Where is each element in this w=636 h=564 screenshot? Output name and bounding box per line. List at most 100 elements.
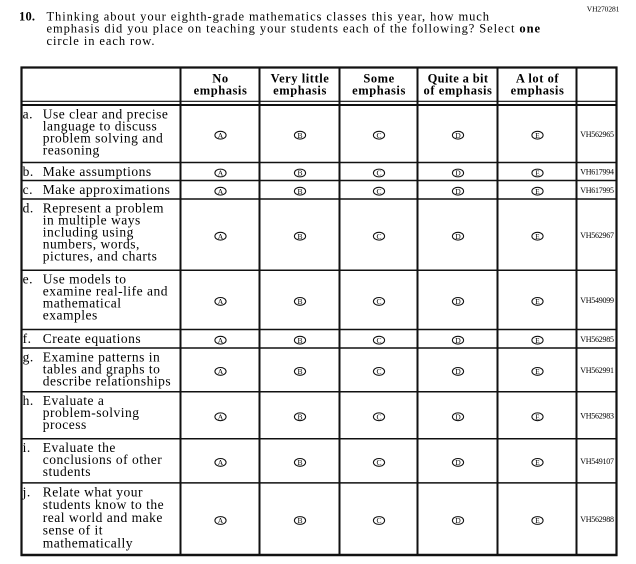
svg-text:Thinking about your eighth-gra: Thinking about your eighth-grade mathema… — [47, 9, 490, 23]
svg-text:emphasis: emphasis — [194, 84, 248, 98]
svg-text:Create equations: Create equations — [43, 331, 141, 346]
svg-text:emphasis: emphasis — [352, 84, 406, 98]
svg-text:j.: j. — [22, 484, 31, 499]
svg-text:VH549099: VH549099 — [580, 296, 614, 305]
svg-text:C: C — [376, 232, 381, 241]
svg-text:VH617994: VH617994 — [580, 168, 614, 177]
svg-text:A: A — [218, 367, 224, 376]
svg-text:examine real-life and: examine real-life and — [43, 284, 168, 299]
svg-text:E: E — [535, 232, 540, 241]
svg-text:A: A — [218, 458, 224, 467]
svg-text:D: D — [455, 187, 461, 196]
svg-text:B: B — [297, 412, 302, 421]
svg-text:B: B — [297, 131, 302, 140]
svg-text:Use models to: Use models to — [43, 272, 127, 287]
svg-text:VH562967: VH562967 — [580, 231, 614, 240]
svg-text:problem-solving: problem-solving — [43, 405, 140, 420]
svg-text:b.: b. — [23, 164, 34, 179]
svg-text:C: C — [376, 131, 381, 140]
svg-text:A: A — [218, 232, 224, 241]
svg-text:Evaluate a: Evaluate a — [43, 393, 105, 408]
svg-text:E: E — [535, 412, 540, 421]
svg-text:D: D — [455, 367, 461, 376]
svg-text:C: C — [376, 169, 381, 178]
svg-text:A: A — [218, 297, 224, 306]
svg-text:C: C — [376, 187, 381, 196]
svg-text:Relate what your: Relate what your — [43, 484, 143, 499]
svg-text:E: E — [535, 367, 540, 376]
svg-text:real world and make: real world and make — [43, 510, 163, 525]
svg-text:VH562965: VH562965 — [580, 130, 614, 139]
svg-text:C: C — [376, 412, 381, 421]
svg-text:emphasis did you place on teac: emphasis did you place on teaching your … — [47, 22, 541, 36]
svg-text:E: E — [535, 336, 540, 345]
svg-text:Quite a bit: Quite a bit — [428, 71, 489, 85]
svg-text:Represent a problem: Represent a problem — [43, 200, 164, 215]
svg-text:D: D — [455, 336, 461, 345]
svg-text:mathematical: mathematical — [43, 296, 122, 311]
svg-text:language to discuss: language to discuss — [43, 118, 157, 133]
svg-text:B: B — [297, 516, 302, 525]
svg-text:mathematically: mathematically — [43, 536, 133, 551]
svg-text:D: D — [455, 412, 461, 421]
svg-text:C: C — [376, 516, 381, 525]
svg-text:B: B — [297, 297, 302, 306]
svg-text:VH562988: VH562988 — [580, 515, 614, 524]
svg-text:D: D — [455, 297, 461, 306]
svg-text:D: D — [455, 232, 461, 241]
svg-text:Use clear and precise: Use clear and precise — [43, 106, 169, 121]
svg-text:VH549107: VH549107 — [580, 457, 614, 466]
svg-text:including using: including using — [43, 224, 134, 239]
svg-text:g.: g. — [23, 349, 34, 364]
svg-text:of emphasis: of emphasis — [424, 84, 493, 98]
svg-text:students: students — [43, 464, 91, 479]
svg-text:Evaluate the: Evaluate the — [43, 440, 116, 455]
svg-text:Some: Some — [363, 71, 394, 85]
svg-text:examples: examples — [43, 308, 98, 323]
svg-text:describe relationships: describe relationships — [43, 373, 171, 388]
svg-text:B: B — [297, 232, 302, 241]
svg-text:C: C — [376, 367, 381, 376]
svg-text:No: No — [212, 71, 228, 85]
svg-text:E: E — [535, 297, 540, 306]
svg-text:D: D — [455, 516, 461, 525]
svg-text:B: B — [297, 169, 302, 178]
svg-text:A: A — [218, 187, 224, 196]
svg-text:A: A — [218, 412, 224, 421]
svg-text:Make approximations: Make approximations — [43, 182, 171, 197]
svg-text:VH562985: VH562985 — [580, 335, 614, 344]
svg-text:c.: c. — [23, 182, 33, 197]
svg-text:Very little: Very little — [271, 71, 330, 85]
svg-text:h.: h. — [23, 393, 34, 408]
svg-text:B: B — [297, 187, 302, 196]
svg-text:A: A — [218, 169, 224, 178]
svg-text:VH562983: VH562983 — [580, 412, 614, 421]
svg-text:a.: a. — [23, 106, 33, 121]
svg-text:process: process — [43, 417, 87, 432]
svg-text:Examine patterns in: Examine patterns in — [43, 349, 160, 364]
svg-text:conclusions of other: conclusions of other — [43, 452, 162, 467]
svg-text:D: D — [455, 169, 461, 178]
svg-text:10.: 10. — [19, 9, 35, 23]
svg-text:problem solving and: problem solving and — [43, 130, 164, 145]
svg-text:Make assumptions: Make assumptions — [43, 164, 152, 179]
svg-text:E: E — [535, 516, 540, 525]
svg-text:emphasis: emphasis — [511, 84, 565, 98]
svg-text:E: E — [535, 131, 540, 140]
svg-text:C: C — [376, 336, 381, 345]
svg-text:tables and graphs to: tables and graphs to — [43, 361, 161, 376]
svg-text:pictures, and charts: pictures, and charts — [43, 248, 158, 263]
svg-text:D: D — [455, 458, 461, 467]
svg-text:A: A — [218, 131, 224, 140]
svg-text:f.: f. — [23, 331, 32, 346]
svg-text:E: E — [535, 458, 540, 467]
svg-text:E: E — [535, 187, 540, 196]
svg-text:VH617995: VH617995 — [580, 186, 614, 195]
svg-text:D: D — [455, 131, 461, 140]
svg-text:emphasis: emphasis — [273, 84, 327, 98]
svg-text:i.: i. — [23, 440, 31, 455]
svg-text:C: C — [376, 297, 381, 306]
svg-text:sense of it: sense of it — [43, 523, 103, 538]
svg-text:circle in each row.: circle in each row. — [47, 34, 156, 48]
svg-text:E: E — [535, 169, 540, 178]
